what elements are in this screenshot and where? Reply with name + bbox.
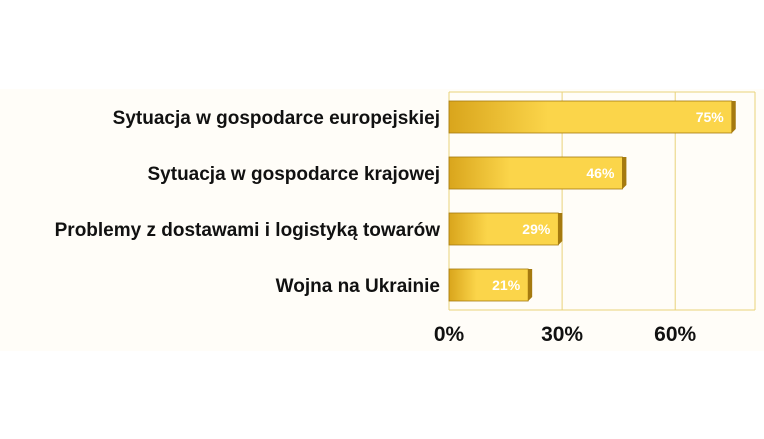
category-label: Wojna na Ukrainie — [276, 276, 440, 297]
category-label: Problemy z dostawami i logistyką towarów — [55, 220, 441, 241]
x-tick-label: 30% — [541, 323, 583, 346]
x-tick-label: 60% — [654, 323, 696, 346]
x-tick-label: 0% — [434, 323, 465, 346]
bar — [448, 212, 559, 246]
x-axis-ticks: 0% 30% 60% — [434, 323, 697, 346]
category-labels: Sytuacja w gospodarce europejskiej Sytuac… — [55, 108, 441, 297]
bar — [448, 156, 623, 190]
data-label: 21% — [492, 277, 521, 293]
category-label: Sytuacja w gospodarce europejskiej — [113, 108, 440, 129]
data-label: 75% — [696, 109, 725, 125]
bars-layer: 75% 46% 29% 21% — [448, 100, 736, 302]
data-label: 29% — [522, 221, 551, 237]
data-label: 46% — [586, 165, 615, 181]
bar — [448, 268, 529, 302]
category-label: Sytuacja w gospodarce krajowej — [148, 164, 441, 185]
bar — [448, 100, 733, 134]
